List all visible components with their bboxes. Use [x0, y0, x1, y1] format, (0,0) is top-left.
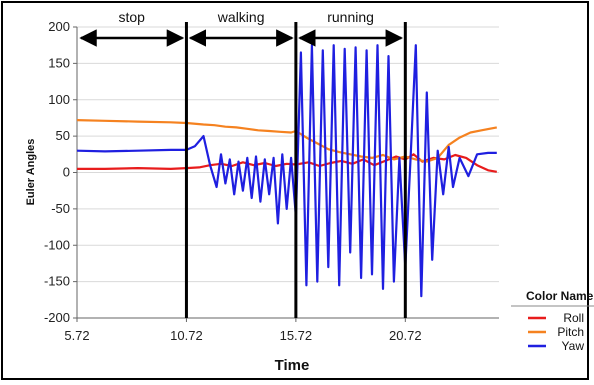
axis-labels: 200 150 100 50 0 -50 -100 -150 -200 5.72 10.72 15.7… [25, 19, 422, 374]
legend-label-pitch: Pitch [557, 325, 584, 339]
y-tick-label: 150 [48, 55, 70, 70]
y-tick-label: -100 [44, 237, 70, 252]
legend-title: Color Name [526, 289, 594, 303]
y-tick-label: -200 [44, 310, 70, 325]
legend-label-yaw: Yaw [562, 339, 585, 353]
phase-label-stop: stop [118, 9, 145, 25]
x-tick-label: 20.72 [389, 328, 422, 343]
x-tick-label: 10.72 [170, 328, 203, 343]
y-tick-label: 200 [48, 19, 70, 34]
series-lines [76, 44, 498, 298]
series-line-pitch [76, 119, 498, 163]
series-line-yaw [76, 44, 497, 298]
y-tick-label: 100 [48, 92, 70, 107]
y-tick-label: -150 [44, 274, 70, 289]
axes [73, 26, 499, 322]
y-tick-label: 0 [63, 165, 70, 180]
y-tick-label: -50 [51, 201, 70, 216]
series-line-roll [77, 153, 497, 173]
x-axis-title: Time [275, 357, 310, 374]
x-tick-label: 5.72 [64, 328, 89, 343]
y-tick-label: 50 [56, 128, 70, 143]
phase-label-walking: walking [217, 9, 265, 25]
legend-label-roll: Roll [563, 311, 584, 325]
phase-label-running: running [327, 9, 374, 25]
x-tick-label: 15.72 [280, 328, 313, 343]
phase-markers: stop walking running [79, 9, 407, 318]
y-axis-title: Euler Angles [25, 139, 37, 206]
